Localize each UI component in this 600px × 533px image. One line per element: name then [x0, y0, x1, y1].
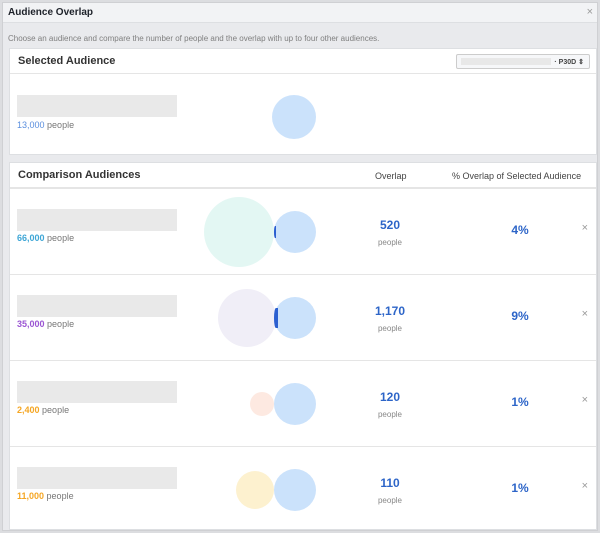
comparison-row: 2,400 people 120 people 1% ×: [10, 360, 596, 446]
remove-icon[interactable]: ×: [581, 394, 588, 406]
audience-select-value: · P30D ⇕: [554, 58, 584, 66]
dialog-title: Audience Overlap: [3, 3, 597, 23]
close-icon[interactable]: ×: [586, 6, 593, 18]
remove-icon[interactable]: ×: [581, 480, 588, 492]
remove-icon[interactable]: ×: [581, 222, 588, 234]
comparison-row: 35,000 people 1,170 people 9% ×: [10, 274, 596, 360]
audience-name-redacted: [17, 209, 177, 231]
audience-name-redacted: [17, 95, 177, 117]
comparison-audience-circle: [236, 471, 274, 509]
selected-audience-circle: [272, 95, 316, 139]
audience-name-redacted: [17, 295, 177, 317]
selected-audience-circle: [274, 469, 316, 511]
audience-name-redacted: [17, 467, 177, 489]
overlap-percent: 4%: [511, 223, 529, 237]
overlap-value: 110 people: [377, 476, 403, 505]
selected-audience-heading: Selected Audience: [18, 55, 116, 67]
audience-count: 66,000 people: [17, 233, 75, 243]
pct-column-header: % Overlap of Selected Audience: [452, 171, 582, 181]
audience-select-name: [461, 58, 551, 65]
overlap-value: 520 people: [377, 218, 403, 247]
audience-count: 2,400 people: [17, 405, 70, 415]
comparison-row: 66,000 people 520 people 4% ×: [10, 188, 596, 274]
overlap-region: [274, 308, 278, 328]
overlap-region: [274, 226, 276, 238]
comparison-panel: Comparison Audiences Overlap % Overlap o…: [9, 162, 597, 530]
overlap-percent: 1%: [511, 481, 529, 495]
audience-name-redacted: [17, 381, 177, 403]
comparison-audience-circle: [218, 289, 276, 347]
selected-audience-panel: Selected Audience · P30D ⇕ 13,000 people: [9, 48, 597, 155]
selected-count: 13,000 people: [17, 120, 75, 130]
overlap-percent: 1%: [511, 395, 529, 409]
overlap-value: 1,170 people: [374, 304, 406, 333]
overlap-percent: 9%: [511, 309, 529, 323]
comparison-heading: Comparison Audiences: [18, 169, 141, 181]
comparison-audience-circle: [204, 197, 274, 267]
selected-audience-circle: [274, 211, 316, 253]
remove-icon[interactable]: ×: [581, 308, 588, 320]
comparison-audience-circle: [250, 392, 274, 416]
description: Choose an audience and compare the numbe…: [8, 34, 380, 43]
overlap-column-header: Overlap: [375, 171, 407, 181]
audience-select[interactable]: · P30D ⇕: [456, 54, 590, 69]
audience-count: 35,000 people: [17, 319, 75, 329]
audience-count: 11,000 people: [17, 491, 74, 501]
selected-audience-circle: [274, 297, 316, 339]
overlap-value: 120 people: [377, 390, 403, 419]
selected-audience-circle: [274, 383, 316, 425]
comparison-row: 11,000 people 110 people 1% ×: [10, 446, 596, 532]
